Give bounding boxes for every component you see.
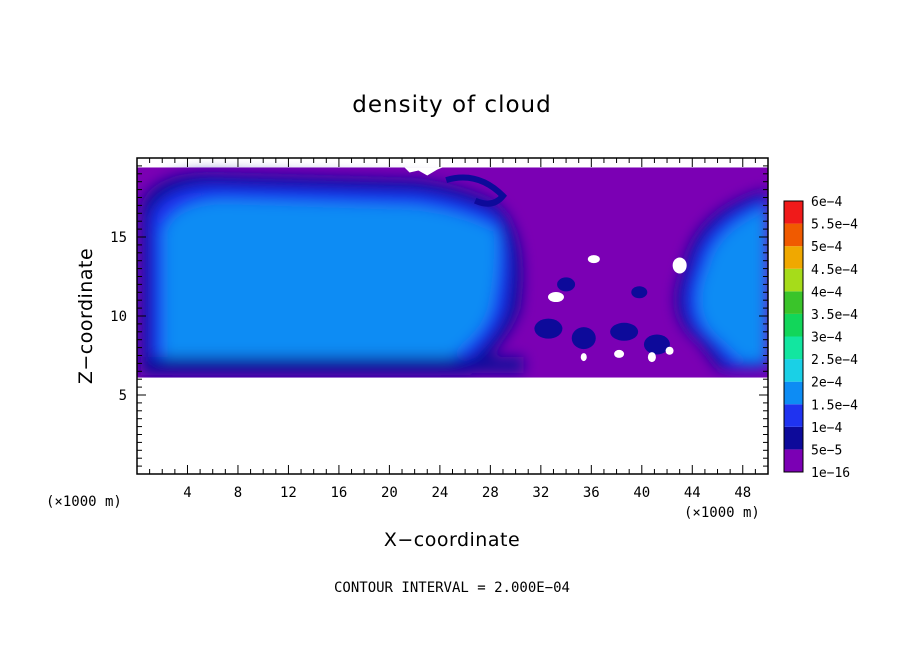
legend-swatch bbox=[784, 426, 803, 450]
x-tick-label: 8 bbox=[234, 485, 242, 501]
x-tick-label: 48 bbox=[734, 485, 751, 501]
axis-ticks bbox=[137, 158, 768, 474]
legend-swatch bbox=[784, 359, 803, 382]
field-base-band bbox=[145, 357, 524, 373]
legend-swatch bbox=[784, 246, 803, 269]
field-eddy bbox=[643, 334, 670, 355]
field-eddy bbox=[534, 318, 563, 339]
legend-swatch bbox=[784, 336, 803, 360]
y-axis-title: Z−coordinate bbox=[75, 248, 97, 384]
color-legend: 1e−16 5e−5 1e−4 1.5e−4 2e−4 2.5e−4 3e−4 3.5e−4 4… bbox=[783, 195, 858, 481]
x-tick-label: 12 bbox=[280, 485, 297, 501]
legend-swatch bbox=[784, 223, 803, 247]
field-clear-holes bbox=[404, 167, 687, 363]
chart-title: density of cloud bbox=[352, 92, 551, 118]
legend-swatch bbox=[784, 268, 803, 292]
legend-label: 1e−16 bbox=[811, 466, 850, 481]
x-tick-label: 16 bbox=[330, 485, 347, 501]
field-eddy bbox=[631, 286, 648, 299]
field-vortex bbox=[445, 174, 507, 207]
field-hole bbox=[647, 352, 656, 363]
legend-label: 3.5e−4 bbox=[811, 308, 858, 323]
x-unit-label: (×1000 m) bbox=[684, 505, 760, 521]
x-tick-label: 36 bbox=[583, 485, 600, 501]
field-levels bbox=[141, 173, 768, 376]
field-level-left bbox=[163, 199, 499, 363]
legend-label: 2e−4 bbox=[811, 376, 842, 391]
x-tick-label: 24 bbox=[431, 485, 448, 501]
legend-label: 4e−4 bbox=[811, 285, 842, 300]
field-hole bbox=[587, 255, 600, 264]
x-tick-label: 28 bbox=[482, 485, 499, 501]
y-tick-label: 10 bbox=[110, 309, 127, 325]
legend-label: 5e−4 bbox=[811, 240, 842, 255]
legend-swatch bbox=[784, 381, 803, 405]
field-level-right bbox=[698, 207, 768, 361]
x-tick-label: 40 bbox=[633, 485, 650, 501]
field-hole bbox=[547, 292, 564, 303]
y-tick-label: 5 bbox=[119, 388, 127, 404]
density-field bbox=[137, 167, 768, 474]
field-hole bbox=[672, 257, 687, 274]
legend-label: 4.5e−4 bbox=[811, 263, 858, 278]
legend-swatch bbox=[784, 313, 803, 337]
y-tick-label: 15 bbox=[110, 230, 127, 246]
x-axis-title: X−coordinate bbox=[384, 529, 520, 551]
legend-label: 1e−4 bbox=[811, 421, 842, 436]
legend-label: 6e−4 bbox=[811, 195, 842, 210]
field-eddy bbox=[571, 327, 596, 350]
field-turbulence bbox=[445, 174, 670, 355]
y-unit-label: (×1000 m) bbox=[46, 494, 122, 510]
legend-label: 2.5e−4 bbox=[811, 353, 858, 368]
field-top-gap bbox=[404, 167, 443, 176]
legend-swatch bbox=[784, 201, 803, 224]
field-hole bbox=[580, 353, 587, 362]
legend-label: 5.5e−4 bbox=[811, 218, 858, 233]
y-tick-labels: 5 10 15 bbox=[110, 230, 127, 404]
contour-interval-note: CONTOUR INTERVAL = 2.000E−04 bbox=[334, 580, 570, 596]
field-eddy bbox=[610, 322, 639, 341]
legend-label: 1.5e−4 bbox=[811, 398, 858, 413]
legend-swatch bbox=[784, 449, 803, 472]
x-tick-label: 44 bbox=[684, 485, 701, 501]
legend-label: 3e−4 bbox=[811, 331, 842, 346]
field-hole bbox=[665, 346, 674, 355]
x-tick-labels: 4 8 12 16 20 24 28 32 36 40 44 48 bbox=[183, 485, 751, 501]
legend-swatch bbox=[784, 404, 803, 427]
x-tick-label: 20 bbox=[381, 485, 398, 501]
field-hole bbox=[614, 349, 625, 358]
legend-label: 5e−5 bbox=[811, 443, 842, 458]
x-tick-label: 32 bbox=[532, 485, 549, 501]
legend-frame bbox=[783, 200, 804, 473]
legend-swatch bbox=[784, 291, 803, 314]
field-eddy bbox=[557, 277, 576, 292]
field-clear-below bbox=[137, 377, 768, 474]
x-tick-label: 4 bbox=[183, 485, 191, 501]
